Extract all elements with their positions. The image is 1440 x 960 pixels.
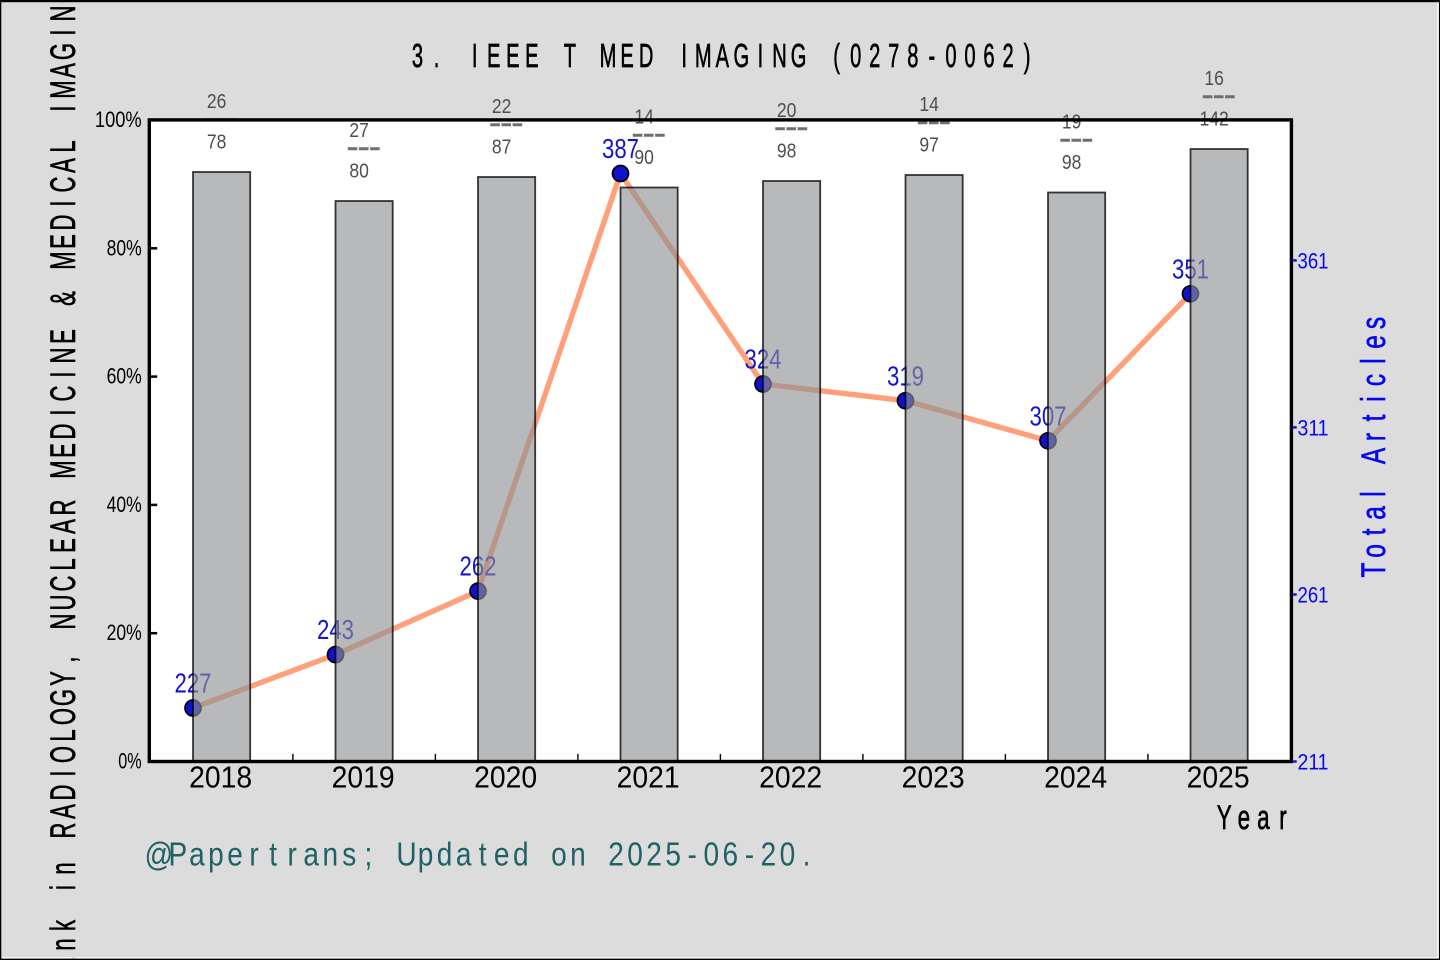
svg-text:60%: 60% <box>107 364 142 389</box>
svg-text:2018: 2018 <box>189 760 252 795</box>
svg-text:16: 16 <box>1204 67 1224 90</box>
svg-text:14: 14 <box>634 106 654 129</box>
svg-text:0%: 0% <box>118 749 141 774</box>
svg-text:2025: 2025 <box>1187 760 1250 795</box>
svg-text:387: 387 <box>602 133 639 164</box>
svg-text:211: 211 <box>1298 750 1329 775</box>
svg-text:261: 261 <box>1298 583 1329 608</box>
svg-text:20: 20 <box>777 99 797 122</box>
svg-text:78: 78 <box>207 131 227 154</box>
svg-text:14: 14 <box>919 93 939 116</box>
svg-text:80%: 80% <box>107 235 142 260</box>
svg-text:2022: 2022 <box>759 760 822 795</box>
svg-text:22: 22 <box>492 95 512 118</box>
svg-text:19: 19 <box>1062 111 1082 134</box>
svg-text:87: 87 <box>492 136 512 159</box>
svg-text:2021: 2021 <box>617 760 680 795</box>
svg-text:98: 98 <box>1062 151 1082 174</box>
svg-text:2019: 2019 <box>332 760 395 795</box>
svg-text:2023: 2023 <box>902 760 965 795</box>
svg-text:97: 97 <box>919 134 939 157</box>
svg-text:26: 26 <box>207 90 227 113</box>
svg-text:100%: 100% <box>95 107 142 132</box>
svg-text:40%: 40% <box>107 492 142 517</box>
svg-text:2020: 2020 <box>474 760 537 795</box>
svg-text:20%: 20% <box>107 620 142 645</box>
svg-text:2024: 2024 <box>1044 760 1107 795</box>
svg-text:80: 80 <box>349 160 369 183</box>
svg-text:90: 90 <box>634 146 654 169</box>
svg-text:361: 361 <box>1298 248 1329 273</box>
svg-text:27: 27 <box>349 119 369 142</box>
svg-text:98: 98 <box>777 140 797 163</box>
svg-text:311: 311 <box>1298 415 1329 440</box>
